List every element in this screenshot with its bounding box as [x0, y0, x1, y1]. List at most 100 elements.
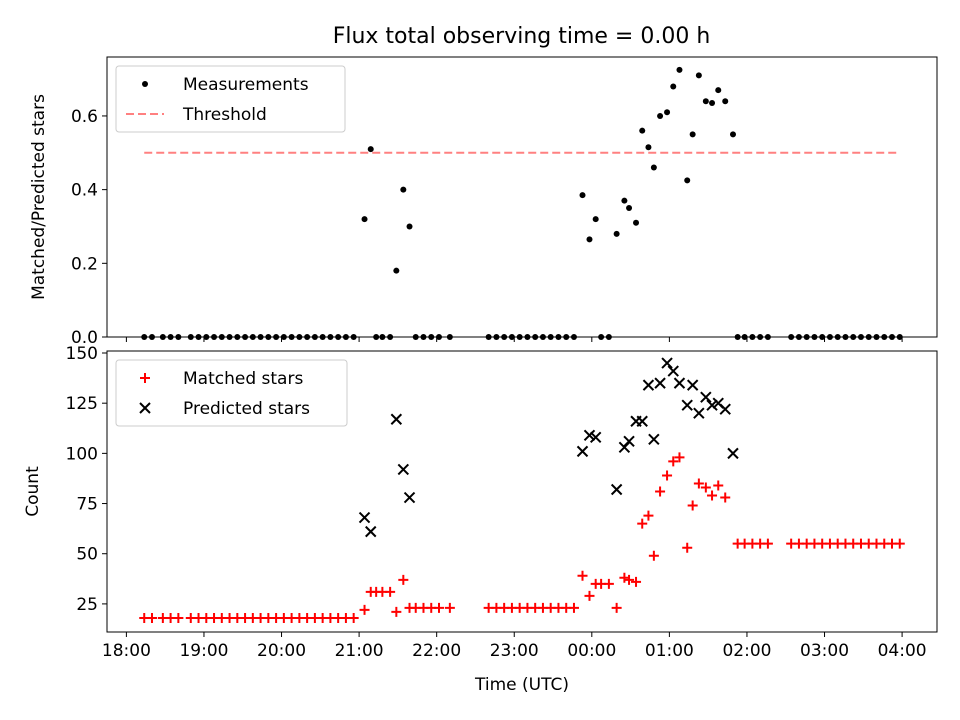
data-point — [686, 379, 699, 391]
data-point — [583, 429, 596, 442]
data-point — [373, 334, 380, 340]
y-axis-label: Matched/Predicted stars — [29, 94, 49, 300]
data-point — [655, 486, 666, 497]
data-point — [633, 219, 640, 226]
data-point — [365, 525, 377, 538]
data-point — [296, 334, 303, 340]
data-point — [532, 334, 539, 340]
data-point — [803, 334, 810, 340]
y-tick-label: 25 — [76, 595, 98, 615]
data-point — [570, 334, 577, 340]
data-point — [568, 602, 579, 613]
legend-label: Matched stars — [183, 369, 303, 389]
data-point — [727, 447, 739, 460]
data-point — [757, 334, 764, 340]
data-point — [662, 470, 673, 481]
x-tick-label: 00:00 — [567, 641, 616, 661]
data-point — [896, 334, 903, 340]
data-point — [359, 604, 370, 615]
data-point — [865, 334, 872, 340]
data-point — [436, 334, 442, 340]
data-point — [335, 334, 342, 340]
plot-area — [141, 66, 903, 340]
data-point — [619, 572, 630, 583]
data-point — [657, 112, 664, 119]
data-point — [749, 334, 756, 340]
data-point — [819, 334, 826, 340]
data-point — [280, 334, 287, 340]
data-point — [420, 334, 427, 340]
data-point — [203, 334, 210, 340]
data-point — [589, 431, 602, 444]
data-point — [385, 586, 396, 597]
data-point — [387, 334, 394, 340]
data-point — [444, 602, 455, 613]
series-predicted-stars — [358, 357, 739, 538]
legend-box — [115, 359, 348, 427]
data-point — [579, 192, 586, 199]
data-point — [412, 334, 419, 340]
data-point — [673, 377, 686, 389]
data-point — [524, 334, 531, 340]
x-tick-label: 01:00 — [645, 641, 694, 661]
data-point — [265, 334, 272, 340]
data-point — [577, 570, 588, 581]
data-point — [626, 205, 633, 212]
y-tick-label: 0.2 — [71, 254, 98, 274]
data-point — [348, 612, 359, 623]
data-point — [242, 334, 249, 340]
y-axis-label: Count — [23, 466, 43, 517]
x-tick-label: 19:00 — [179, 641, 228, 661]
data-point — [682, 542, 693, 553]
series-measurements — [141, 66, 903, 340]
y-tick-label: 150 — [66, 344, 98, 364]
data-point — [391, 606, 402, 617]
data-point — [667, 365, 679, 377]
legend-label: Threshold — [182, 105, 267, 125]
data-point — [664, 109, 671, 116]
data-point — [358, 511, 371, 524]
data-point — [693, 407, 705, 419]
top-panel: 0.0 0.2 0.4 0.6 Matched/Predicted stars Measu… — [29, 56, 938, 348]
data-point — [539, 334, 546, 340]
plot-frame — [106, 350, 938, 633]
data-point — [211, 334, 218, 340]
data-point — [361, 216, 368, 223]
data-point — [327, 334, 334, 340]
data-point — [584, 590, 595, 601]
legend-swatch — [140, 373, 150, 383]
data-point — [674, 452, 685, 463]
data-point — [834, 334, 841, 340]
data-point — [592, 216, 599, 223]
data-point — [702, 98, 709, 105]
data-point — [400, 186, 407, 193]
data-point — [173, 612, 184, 623]
data-point — [642, 379, 655, 391]
data-point — [605, 334, 612, 340]
data-point — [645, 144, 652, 151]
x-tick-label: 18:00 — [102, 641, 151, 661]
data-point — [288, 334, 295, 340]
data-point — [687, 500, 698, 511]
data-point — [648, 433, 660, 446]
data-point — [643, 510, 654, 521]
data-point — [397, 463, 410, 476]
series-matched-stars — [139, 452, 905, 623]
data-point — [610, 483, 623, 496]
data-point — [624, 574, 635, 585]
x-tick-label: 23:00 — [490, 641, 539, 661]
data-point — [547, 334, 554, 340]
x-axis-label: Time (UTC) — [474, 675, 569, 695]
legend-label: Measurements — [183, 75, 309, 95]
y-tick-label: 50 — [76, 545, 98, 565]
data-point — [661, 357, 673, 369]
y-tick-label: 125 — [66, 394, 98, 414]
y-tick-label: 100 — [66, 444, 98, 464]
x-tick-label: 02:00 — [722, 641, 771, 661]
data-point — [713, 480, 724, 491]
chart-title: Flux total observing time = 0.00 h — [333, 24, 711, 49]
y-tick-label: 0.4 — [71, 181, 98, 201]
data-point — [700, 391, 712, 403]
legend: Measurements Threshold — [115, 65, 346, 133]
data-point — [650, 164, 657, 171]
